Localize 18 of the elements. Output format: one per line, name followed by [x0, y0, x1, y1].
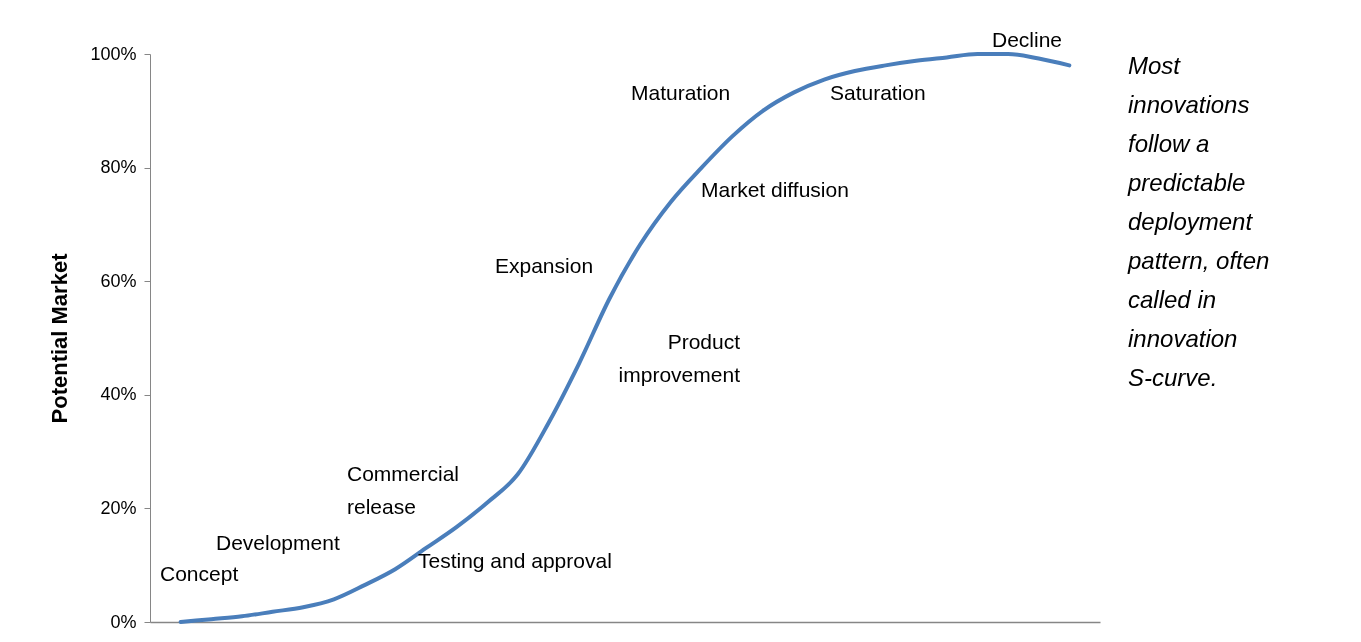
y-tick-label: 80%: [100, 157, 137, 178]
y-tick-label: 0%: [110, 611, 137, 632]
y-tick-label: 40%: [100, 384, 137, 405]
y-tick-label: 100%: [90, 43, 137, 64]
text: Most innovations follow a predictable deployment pattern, often called in innovation S-curve.: [1128, 52, 1270, 391]
annotation: Concept: [160, 562, 239, 585]
annotation: Development: [216, 531, 340, 554]
annotation: Market diffusion: [701, 178, 849, 201]
annotation: Product improvement: [618, 330, 741, 386]
annotation: Saturation: [830, 81, 926, 104]
y-axis-title: Potential Market: [47, 252, 73, 424]
y-tick-label: 60%: [100, 270, 137, 291]
annotation: Testing and approval: [418, 549, 612, 572]
y-tick-label: 20%: [100, 497, 137, 518]
text: Decline: [992, 28, 1063, 51]
annotation: Expansion: [495, 254, 594, 277]
annotation: Commercial release: [347, 462, 460, 518]
annotation: Maturation: [631, 81, 731, 104]
